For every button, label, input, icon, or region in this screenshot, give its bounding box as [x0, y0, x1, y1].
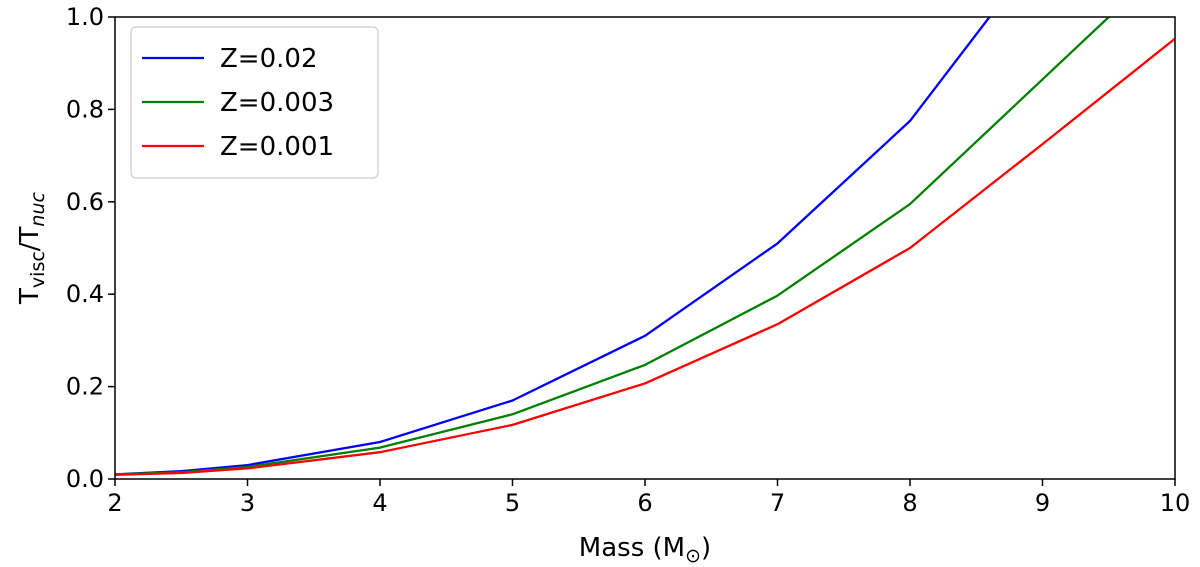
x-tick-label: 10 — [1160, 489, 1191, 517]
x-tick-label: 6 — [637, 489, 652, 517]
x-tick-label: 9 — [1035, 489, 1050, 517]
y-tick-label: 1.0 — [66, 3, 104, 31]
y-axis-label: Tvisc/Tnuc — [15, 191, 49, 305]
series-line-1 — [115, 17, 991, 476]
y-tick-label: 0.8 — [66, 95, 104, 123]
ticks-layer: 2 3 4 5 6 7 8 9 10 0.0 0.2 0.4 0.6 0.8 1.0 — [66, 3, 1190, 517]
x-tick-label: 3 — [240, 489, 255, 517]
series-line-3 — [115, 37, 1175, 476]
series-layer — [115, 17, 1175, 476]
y-tick-label: 0.6 — [66, 188, 104, 216]
x-tick-label: 8 — [902, 489, 917, 517]
x-tick-label: 5 — [505, 489, 520, 517]
y-tick-label: 0.0 — [66, 465, 104, 493]
y-tick-label: 0.2 — [66, 373, 104, 401]
x-tick-label: 4 — [372, 489, 387, 517]
x-tick-label: 2 — [107, 489, 122, 517]
legend-box — [130, 26, 379, 179]
legend-label-2: Z=0.003 — [220, 88, 334, 118]
legend-label-1: Z=0.02 — [220, 44, 318, 74]
y-tick-label: 0.4 — [66, 280, 104, 308]
x-axis-label: Mass (M⊙) — [579, 533, 711, 567]
legend-label-3: Z=0.001 — [220, 132, 334, 162]
legend: Z=0.02 Z=0.003 Z=0.001 — [130, 26, 379, 179]
x-tick-label: 7 — [770, 489, 785, 517]
